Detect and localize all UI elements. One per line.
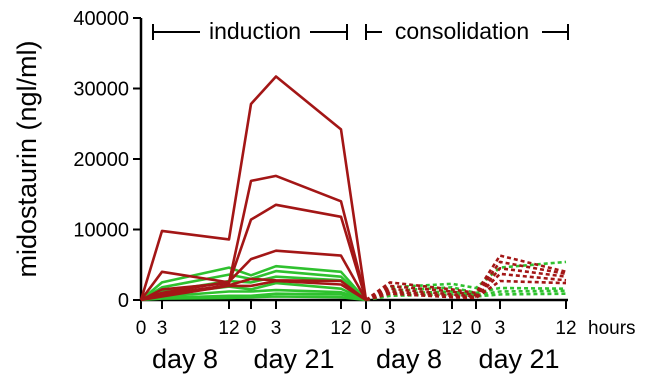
consolidation-red-series (365, 254, 567, 302)
consolidation-red-series (365, 260, 567, 302)
x-tick-label: 3 (495, 318, 506, 339)
x-tick-label: 0 (136, 318, 147, 339)
induction-green-series (140, 264, 367, 301)
day-label: day 21 (478, 344, 559, 374)
day-labels: day 8 day 21 day 8 day 21 (152, 344, 560, 374)
series-layer (139, 75, 567, 302)
x-tick-label: 12 (441, 318, 462, 339)
day-label: day 8 (152, 344, 218, 374)
x-tick-label: 12 (330, 318, 351, 339)
induction-red-series (140, 249, 368, 302)
x-tick-label: 12 (555, 318, 576, 339)
phase-label: induction (209, 18, 301, 44)
y-tick-label: 20000 (73, 149, 129, 171)
x-tick-label: 0 (361, 318, 372, 339)
induction-green-series (140, 295, 367, 302)
y-tick-label: 10000 (73, 220, 129, 242)
x-ticks: 0 3 12 0 3 12 0 3 12 0 3 12 (136, 300, 577, 339)
x-unit-label: hours (588, 318, 636, 339)
induction-red-series (140, 277, 367, 302)
day-label: day 8 (376, 344, 442, 374)
consolidation-red-series (365, 279, 567, 302)
phase-label: consolidation (395, 18, 529, 44)
induction-red-series (140, 279, 367, 302)
x-tick-label: 12 (218, 318, 239, 339)
y-tick-label: 0 (118, 290, 129, 312)
induction-red-series (139, 174, 368, 301)
x-tick-label: 0 (471, 318, 482, 339)
x-tick-label: 3 (385, 318, 396, 339)
y-ticks: 0 10000 20000 30000 40000 (73, 8, 141, 312)
induction-red-series (140, 203, 368, 302)
consolidation-green-series (365, 289, 567, 302)
x-tick-label: 3 (271, 318, 282, 339)
phase-brackets: induction consolidation (152, 18, 569, 44)
x-tick-label: 0 (246, 318, 257, 339)
induction-red-series (139, 75, 368, 301)
y-tick-label: 30000 (73, 79, 129, 101)
y-tick-label: 40000 (73, 8, 129, 30)
y-axis-label: midostaurin (ngl/ml) (12, 40, 42, 277)
x-tick-label: 3 (157, 318, 168, 339)
day-label: day 21 (253, 344, 334, 374)
